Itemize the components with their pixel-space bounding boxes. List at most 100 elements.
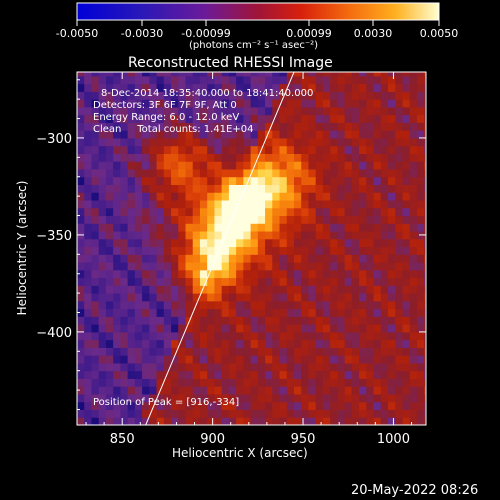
heatmap-cell <box>301 277 309 286</box>
heatmap-cell <box>207 254 215 263</box>
heatmap-cell <box>207 409 215 418</box>
heatmap-cell <box>395 378 403 387</box>
heatmap-cell <box>178 75 186 85</box>
heatmap-cell <box>257 370 266 379</box>
heatmap-cell <box>105 269 114 279</box>
heatmap-cell <box>178 176 186 185</box>
heatmap-cell <box>178 72 186 77</box>
heatmap-cell <box>286 83 295 92</box>
heatmap-cell <box>77 401 85 410</box>
heatmap-cell <box>293 114 302 123</box>
heatmap-cell <box>337 215 346 224</box>
heatmap-cell <box>221 316 230 325</box>
heatmap-cell <box>113 137 121 147</box>
heatmap-cell <box>120 184 129 193</box>
heatmap-cell <box>127 192 136 201</box>
heatmap-cell <box>402 72 411 77</box>
heatmap-cell <box>359 378 367 387</box>
heatmap-cell <box>315 269 324 279</box>
heatmap-cell <box>243 308 252 317</box>
heatmap-cell <box>279 161 288 170</box>
heatmap-cell <box>366 393 375 403</box>
heatmap-cell <box>257 223 266 232</box>
heatmap-cell <box>192 184 201 193</box>
heatmap-cell <box>199 145 208 154</box>
heatmap-cell <box>373 184 382 193</box>
heatmap-cell <box>388 362 396 372</box>
heatmap-cell <box>250 231 259 240</box>
heatmap-cell <box>214 153 223 162</box>
heatmap-cell <box>272 91 281 100</box>
heatmap-cell <box>395 293 403 302</box>
heatmap-cell <box>388 324 396 333</box>
heatmap-cell <box>91 417 100 425</box>
heatmap-cell <box>322 99 331 108</box>
heatmap-cell <box>243 339 252 348</box>
heatmap-cell <box>373 254 382 263</box>
heatmap-cell <box>286 393 295 403</box>
heatmap-cell <box>113 145 121 154</box>
heatmap-cell <box>134 254 143 263</box>
heatmap-cell <box>388 401 396 410</box>
heatmap-cell <box>163 347 172 356</box>
heatmap-cell <box>366 176 375 185</box>
heatmap-cell <box>98 106 107 116</box>
heatmap-cell <box>192 370 201 379</box>
heatmap-cell <box>127 355 136 364</box>
heatmap-cell <box>315 223 324 232</box>
heatmap-cell <box>257 91 266 100</box>
heatmap-cell <box>207 83 215 92</box>
heatmap-cell <box>265 114 273 123</box>
heatmap-cell <box>105 200 114 209</box>
heatmap-cell <box>315 200 324 209</box>
heatmap-cell <box>178 300 186 310</box>
heatmap-cell <box>279 223 288 232</box>
heatmap-cell <box>91 238 100 248</box>
heatmap-cell <box>351 277 360 286</box>
heatmap-cell <box>402 293 411 302</box>
heatmap-cell <box>77 246 85 255</box>
heatmap-cell <box>337 184 346 193</box>
heatmap-cell <box>402 207 411 217</box>
heatmap-cell <box>127 331 136 341</box>
heatmap-cell <box>293 184 302 193</box>
heatmap-cell <box>279 316 288 325</box>
heatmap-cell <box>308 246 317 255</box>
heatmap-cell <box>156 378 165 387</box>
heatmap-cell <box>207 200 215 209</box>
heatmap-cell <box>279 417 288 425</box>
heatmap-cell <box>330 75 338 85</box>
heatmap-cell <box>84 207 92 217</box>
heatmap-cell <box>250 331 259 341</box>
heatmap-cell <box>330 409 338 418</box>
heatmap-cell <box>149 137 158 147</box>
heatmap-cell <box>185 417 194 425</box>
heatmap-cell <box>91 176 100 185</box>
heatmap-cell <box>388 285 396 294</box>
colorbar-tick-label: 0.0030 <box>354 27 393 40</box>
heatmap-cell <box>380 168 389 178</box>
heatmap-cell <box>265 161 273 170</box>
heatmap-cell <box>250 362 259 372</box>
heatmap-cell <box>185 176 194 185</box>
heatmap-cell <box>120 99 129 108</box>
heatmap-cell <box>156 339 165 348</box>
heatmap-cell <box>236 99 244 108</box>
heatmap-cell <box>272 417 281 425</box>
heatmap-cell <box>402 417 411 425</box>
heatmap-cell <box>344 72 353 77</box>
heatmap-cell <box>373 269 382 279</box>
heatmap-cell <box>416 362 425 372</box>
heatmap-cell <box>105 130 114 139</box>
heatmap-cell <box>156 269 165 279</box>
heatmap-cell <box>142 130 150 139</box>
heatmap-cell <box>257 339 266 348</box>
heatmap-cell <box>113 393 121 403</box>
heatmap-cell <box>330 269 338 279</box>
heatmap-cell <box>279 370 288 379</box>
heatmap-cell <box>286 137 295 147</box>
heatmap-cell <box>373 145 382 154</box>
heatmap-cell <box>178 355 186 364</box>
heatmap-cell <box>91 130 100 139</box>
heatmap-cell <box>228 75 237 85</box>
